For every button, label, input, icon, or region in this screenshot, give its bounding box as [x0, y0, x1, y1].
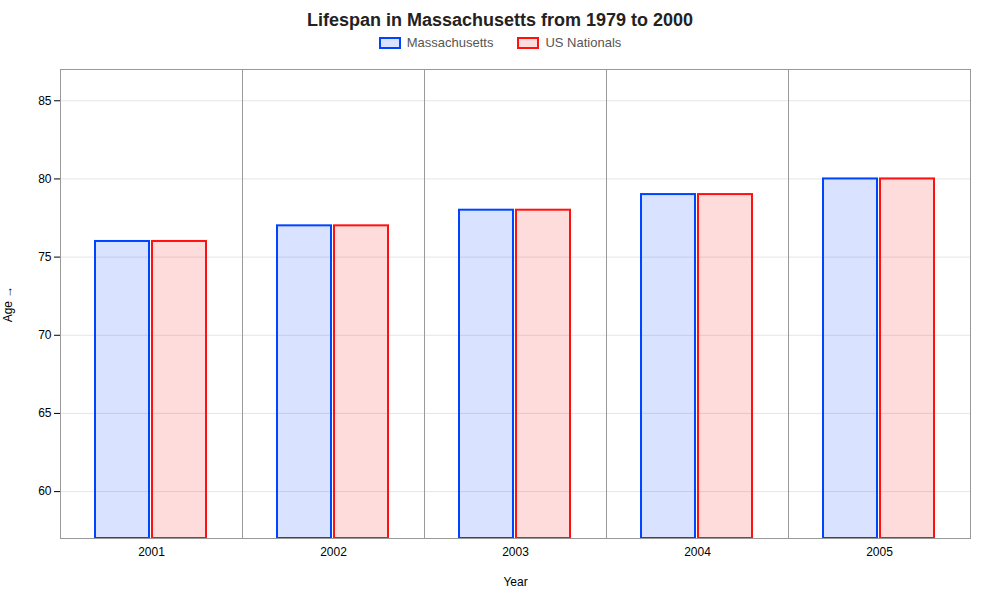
svg-text:80: 80 — [38, 172, 52, 186]
html-text:Massachusetts: Massachusetts — [406, 35, 494, 50]
svg-text:2004: 2004 — [684, 545, 711, 559]
html-text:Lifespan in Massachusetts from: Lifespan in Massachusetts from 1979 to 2… — [306, 10, 694, 30]
svg-text:75: 75 — [38, 250, 52, 264]
svg-text:65: 65 — [38, 406, 52, 420]
svg-text:2001: 2001 — [138, 545, 165, 559]
svg-text:2005: 2005 — [866, 545, 893, 559]
svg-text:70: 70 — [38, 328, 52, 342]
svg-text:60: 60 — [38, 484, 52, 498]
svg-text:2003: 2003 — [502, 545, 529, 559]
html-text:US Nationals: US Nationals — [545, 35, 622, 50]
svg-text:85: 85 — [38, 94, 52, 108]
svg-text:Age →: Age → — [1, 286, 15, 323]
svg-text:2002: 2002 — [320, 545, 347, 559]
svg-text:Year: Year — [503, 575, 527, 589]
